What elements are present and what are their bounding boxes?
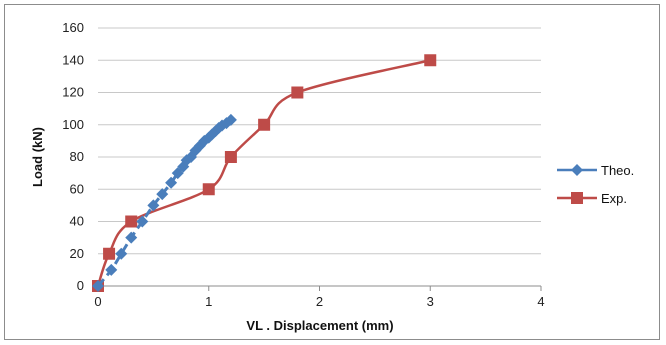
y-tick-label: 140 — [62, 52, 84, 67]
data-point — [224, 151, 237, 163]
data-point — [147, 199, 160, 212]
y-tick-label: 120 — [62, 85, 84, 100]
legend-item: Exp. — [557, 191, 627, 206]
legend-item: Theo. — [557, 163, 634, 178]
data-point — [103, 247, 116, 260]
data-point — [136, 215, 149, 228]
data-point — [156, 188, 169, 201]
y-tick-label: 80 — [70, 149, 84, 164]
legend-label: Exp. — [601, 191, 627, 206]
series-layer — [92, 54, 437, 292]
gridlines — [98, 27, 541, 255]
x-tick-label: 1 — [205, 294, 212, 309]
data-point — [125, 231, 138, 244]
legend-marker — [571, 192, 583, 204]
y-tick-label: 0 — [77, 278, 84, 293]
data-point — [224, 113, 237, 126]
legend: Theo. Exp. — [557, 163, 634, 206]
y-tick-label: 20 — [70, 246, 84, 261]
y-tick-label: 60 — [70, 181, 84, 196]
x-tick-label: 2 — [316, 294, 323, 309]
tick-labels: 0 20 40 60 80 100 120 140 160 0 1 2 3 4 — [62, 20, 544, 309]
series-line — [96, 59, 431, 287]
y-tick-label: 160 — [62, 20, 84, 35]
data-point — [291, 86, 304, 99]
y-axis-title: Load (kN) — [30, 127, 45, 187]
legend-marker — [571, 164, 583, 176]
x-tick-label: 3 — [427, 294, 434, 309]
y-tick-label: 40 — [70, 214, 84, 229]
data-point — [165, 176, 178, 189]
x-axis-title: VL . Displacement (mm) — [246, 318, 393, 333]
x-tick-label: 0 — [94, 294, 101, 309]
data-point — [105, 263, 118, 276]
data-point — [125, 215, 138, 228]
series-line — [96, 118, 232, 287]
axes — [97, 285, 542, 291]
data-point — [115, 247, 128, 260]
legend-label: Theo. — [601, 163, 634, 178]
data-point — [258, 118, 271, 131]
series-theo — [92, 113, 237, 292]
series-exp — [92, 54, 437, 292]
data-point — [92, 280, 104, 292]
data-point — [424, 54, 437, 67]
data-point — [202, 183, 215, 196]
x-tick-label: 4 — [537, 294, 544, 309]
y-tick-label: 100 — [62, 117, 84, 132]
